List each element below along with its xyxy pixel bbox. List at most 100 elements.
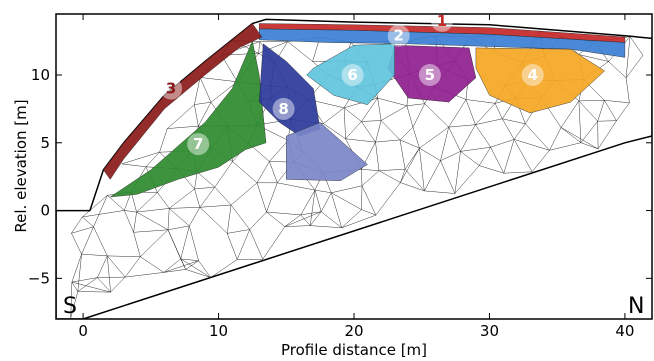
y-axis-ticks: −5 0 5 10 [28, 66, 652, 287]
mesh-edge [110, 276, 126, 293]
mesh-edge [214, 186, 232, 206]
mesh-edge [629, 36, 644, 56]
mesh-edge [560, 100, 580, 128]
mesh-edge [502, 118, 515, 140]
mesh-edge [361, 185, 377, 216]
mesh-edge [475, 118, 503, 125]
mesh-edge [82, 210, 125, 218]
mesh-edge [479, 165, 504, 174]
mesh-edge [107, 195, 125, 211]
mesh-edge [419, 147, 441, 161]
region-label-badge-3 [160, 77, 183, 100]
mesh-edge [406, 105, 414, 128]
mesh-edge [361, 97, 378, 122]
region-layer [103, 23, 626, 198]
mesh-edge [310, 225, 342, 229]
region-label-4: 4 [528, 66, 538, 84]
x-tick-label: 40 [615, 322, 634, 340]
mesh-edge [380, 120, 401, 141]
mesh-edge [189, 225, 199, 261]
region-label-badge-5 [418, 64, 441, 86]
mesh-edge [71, 216, 83, 234]
mesh-edge [321, 211, 342, 228]
mesh-edge [399, 139, 420, 149]
mesh-edge [448, 124, 476, 128]
mesh-edge [309, 190, 316, 226]
mesh-edge [560, 127, 582, 143]
mesh-edge [256, 161, 270, 183]
mesh-edge [578, 100, 605, 102]
mesh-edge [377, 98, 382, 121]
region-label-7: 7 [193, 135, 203, 153]
mesh-edge [494, 103, 503, 119]
mesh-edge [300, 189, 316, 216]
mesh-edge [608, 61, 627, 78]
mesh-edge [578, 100, 598, 122]
mesh-edge [124, 210, 137, 213]
mesh-edge [124, 256, 141, 278]
mesh-edge [514, 139, 550, 151]
mesh-edge [399, 127, 414, 141]
mesh-edge [180, 258, 211, 278]
mesh-edge [525, 123, 550, 151]
mesh-edge [604, 100, 617, 121]
mesh-edge [82, 195, 108, 218]
y-tick-label: 10 [31, 66, 50, 84]
mesh-edge [361, 120, 382, 122]
mesh-edge [93, 226, 108, 256]
mesh-edge [361, 170, 380, 186]
mesh-edge [71, 226, 94, 234]
mesh-edge [71, 281, 111, 293]
mesh-edge [199, 186, 215, 208]
mesh-edge [419, 148, 425, 191]
mesh-edge [361, 169, 380, 171]
region-6 [306, 43, 395, 106]
mesh-edge [578, 100, 582, 143]
mesh-edge [460, 124, 476, 152]
mesh-edge [133, 229, 169, 233]
mesh-edge [194, 188, 201, 208]
mesh-edge [513, 123, 526, 140]
mesh-edge [198, 260, 211, 278]
mesh-edge [284, 214, 301, 227]
mesh-edge [97, 277, 111, 293]
mesh-edge [419, 126, 449, 149]
mesh-edge [343, 107, 362, 122]
mesh-edge [580, 121, 598, 143]
mesh-edge [616, 102, 630, 121]
mesh-edge [163, 258, 181, 273]
mesh-edge [490, 147, 505, 174]
mesh-edge [331, 192, 362, 210]
mesh-edge [194, 77, 201, 105]
mesh-edge [400, 182, 425, 192]
mesh-edge [440, 151, 461, 161]
mesh-edge [82, 216, 94, 227]
mesh-edge [269, 140, 289, 162]
mesh-edge [531, 150, 550, 172]
mesh-edge [454, 151, 461, 194]
y-tick-label: 0 [40, 202, 50, 220]
mesh-edge [341, 209, 362, 228]
x-tick-label: 10 [209, 322, 228, 340]
region-label-badge-1 [431, 9, 453, 32]
mesh-edge [454, 165, 480, 194]
mesh-edge [310, 211, 322, 226]
mesh-edge [343, 107, 346, 139]
corner-label-left: S [63, 294, 77, 319]
mesh-edge [124, 210, 134, 233]
mesh-edge [133, 212, 137, 233]
mesh-edge [380, 105, 408, 121]
mesh-edge [258, 41, 260, 54]
mesh-edge [375, 120, 382, 143]
mesh-edge [189, 207, 201, 227]
mesh-edge [199, 77, 212, 103]
mesh-edge [375, 142, 380, 171]
mesh-edge [361, 169, 363, 186]
region-4 [475, 47, 605, 114]
mesh-edge [167, 104, 195, 129]
mesh-edge [199, 204, 232, 208]
mesh-edge [323, 123, 346, 139]
mesh-edge [198, 102, 212, 127]
mesh-edge [266, 211, 286, 227]
